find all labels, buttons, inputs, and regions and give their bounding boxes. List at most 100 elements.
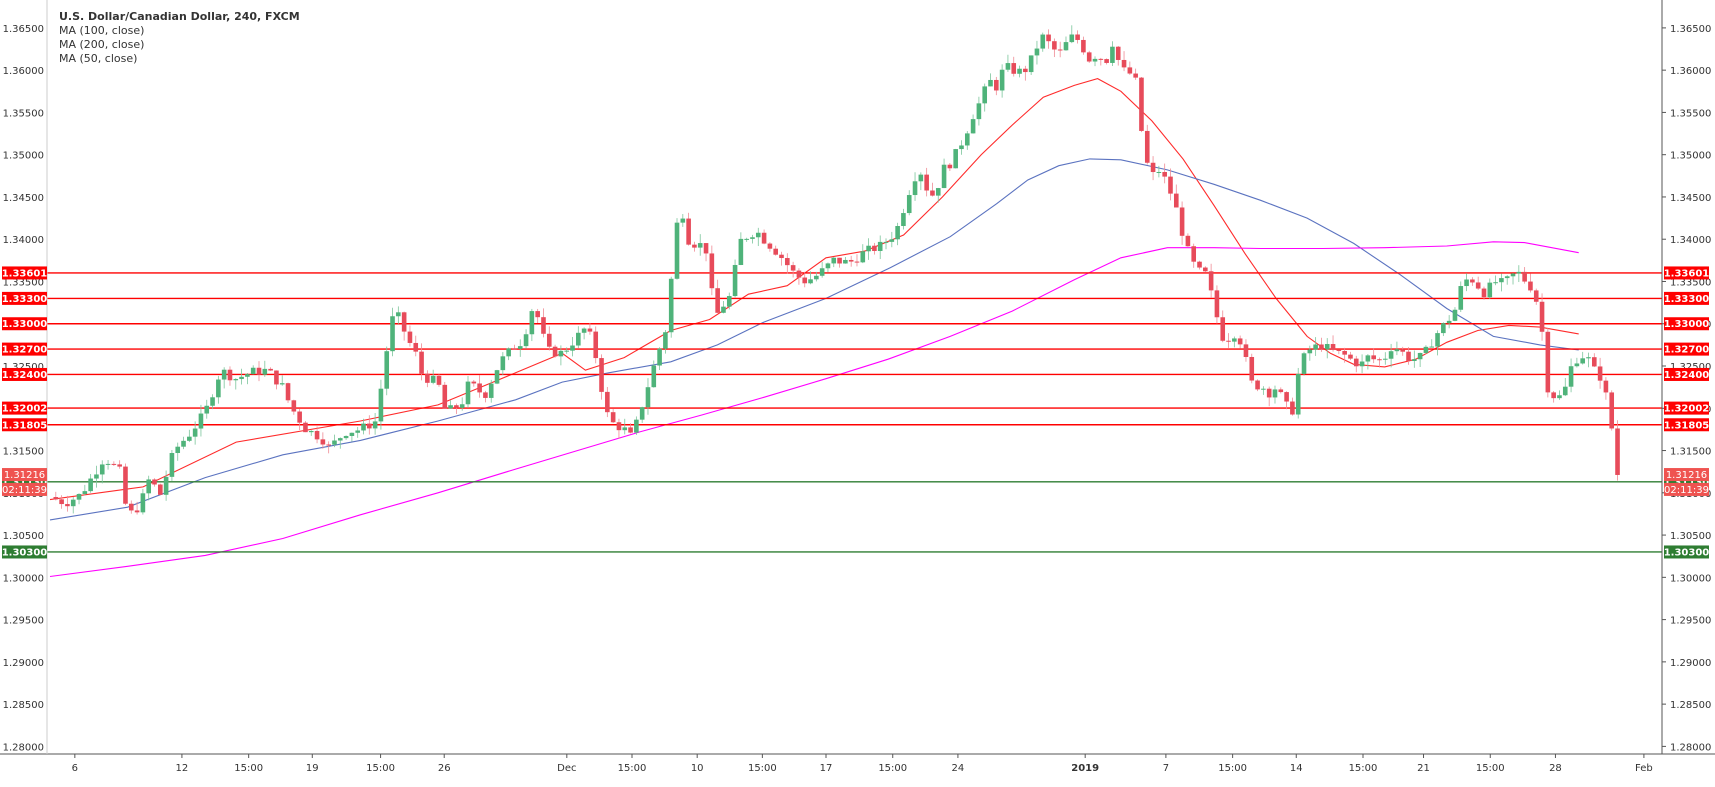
candle-body (1562, 386, 1568, 396)
x-tick-label: 6 (72, 763, 78, 774)
candle-body (634, 419, 639, 433)
candle-body (982, 86, 988, 104)
x-tick-label: 15:00 (748, 763, 777, 774)
candle-body (419, 351, 424, 374)
candle-body (1522, 271, 1527, 282)
candle-body (930, 190, 935, 196)
candle-body (117, 464, 122, 467)
y-tick-label-left: 1.35500 (3, 108, 44, 119)
candle-body (494, 370, 500, 384)
candle-body (994, 79, 999, 91)
candle-body (1342, 350, 1347, 355)
candle-body (1359, 361, 1365, 367)
candle-body (390, 316, 395, 352)
y-tick-label-right: 1.30500 (1670, 531, 1711, 542)
x-tick-label: 19 (306, 763, 319, 774)
level-badge-text: 1.32700 (1664, 345, 1710, 356)
candle-body (1261, 388, 1266, 390)
level-badge-right (1664, 401, 1709, 415)
x-tick-label: Feb (1635, 763, 1653, 774)
legend-ma-100: MA (100, close) (59, 24, 145, 37)
candle-body (825, 263, 831, 269)
candle-body (1353, 358, 1359, 367)
x-tick-label: 15:00 (1218, 763, 1247, 774)
candle-body (158, 484, 163, 495)
candle-body (1458, 286, 1464, 310)
candle-body (1179, 207, 1185, 236)
candle-body (459, 404, 465, 408)
y-tick-label-left: 1.36000 (3, 66, 44, 77)
candle-body (1104, 59, 1109, 63)
candle-body (1086, 52, 1092, 62)
y-tick-label-right: 1.28000 (1670, 742, 1711, 753)
level-badge-left (2, 342, 47, 356)
candle-body (837, 257, 842, 264)
candle-body (866, 245, 871, 252)
legend-ma-50: MA (50, close) (59, 52, 138, 65)
candle-body (697, 243, 703, 248)
candle-body (848, 259, 854, 262)
candle-body (181, 440, 186, 447)
candle-body (1290, 401, 1295, 415)
candle-body (1191, 246, 1197, 262)
candle-body (895, 226, 900, 240)
candle-body (1185, 235, 1191, 247)
candle-body (831, 257, 837, 264)
candle-body (843, 259, 848, 264)
x-tick-label: 17 (820, 763, 833, 774)
candle-body (732, 264, 738, 297)
level-badge-left (2, 266, 47, 280)
candle-body (947, 164, 953, 169)
level-badge-text: 1.31805 (1664, 420, 1710, 431)
candle-body (413, 342, 419, 352)
candle-body (128, 503, 134, 511)
x-tick-label: 15:00 (1476, 763, 1505, 774)
level-badge-text: 1.33000 (1664, 319, 1710, 330)
level-badge-right (1664, 418, 1709, 432)
y-tick-label-right: 1.30000 (1670, 573, 1711, 584)
x-tick-label: 24 (952, 763, 965, 774)
candle-body (1168, 176, 1173, 194)
candle-body (1272, 389, 1278, 398)
chart-title: U.S. Dollar/Canadian Dollar, 240, FXCM (59, 10, 300, 23)
level-badge-left (2, 367, 47, 381)
x-tick-label: 7 (1163, 763, 1169, 774)
level-badge-left (2, 317, 47, 331)
candle-body (1266, 388, 1272, 398)
candle-body (221, 369, 227, 380)
candle-body (709, 253, 715, 289)
candle-body (1278, 389, 1284, 393)
level-badge-right (1664, 266, 1709, 280)
candle-body (1313, 344, 1318, 350)
candle-body (146, 479, 151, 494)
x-tick-label: 28 (1549, 763, 1562, 774)
candle-body (384, 351, 390, 389)
y-tick-label-left: 1.32500 (3, 362, 44, 373)
candle-body (1388, 351, 1394, 359)
candle-body (1052, 41, 1057, 50)
y-tick-label-right: 1.34000 (1670, 235, 1711, 246)
candle-body (111, 463, 117, 465)
price-badge-left (2, 482, 47, 496)
candle-body (163, 476, 169, 495)
candle-body (1394, 349, 1400, 352)
candle-body (976, 103, 982, 120)
candle-body (1197, 261, 1202, 268)
candle-body (1481, 288, 1487, 298)
candle-body (1173, 193, 1179, 208)
y-tick-label-right: 1.35000 (1670, 151, 1711, 162)
level-badge-text: 1.32002 (1664, 404, 1710, 415)
candle-body (1127, 67, 1133, 74)
candle-body (535, 311, 540, 318)
y-tick-label-right: 1.35500 (1670, 108, 1711, 119)
y-tick-label-left: 1.30000 (3, 573, 44, 584)
candle-body (216, 379, 221, 398)
candle-body (1609, 392, 1615, 429)
level-badge-text: 1.33300 (2, 294, 48, 305)
candle-body (59, 499, 64, 505)
x-tick-label: 15:00 (1349, 763, 1378, 774)
candle-body (1133, 73, 1138, 78)
candle-body (935, 188, 941, 196)
candle-body (790, 265, 796, 271)
x-tick-label: 15:00 (878, 763, 907, 774)
